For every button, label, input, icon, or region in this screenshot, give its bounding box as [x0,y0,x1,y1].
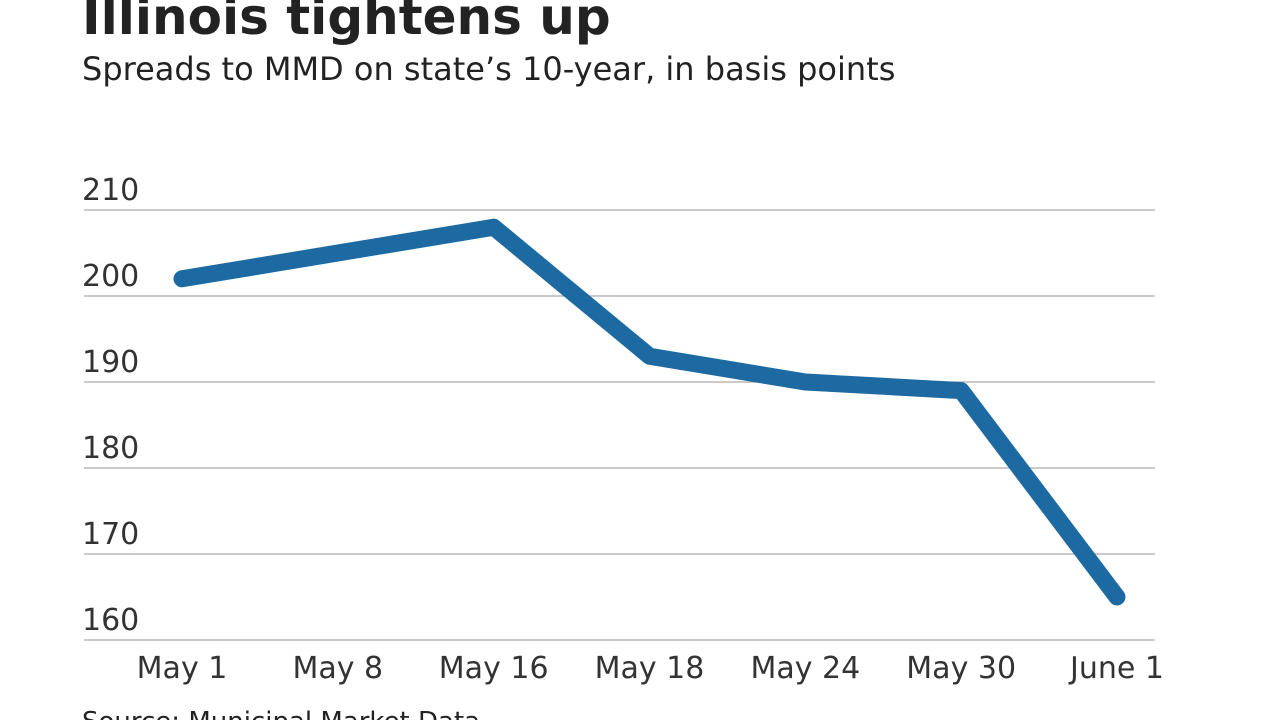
y-tick-label: 170 [82,517,139,552]
y-tick-label: 160 [82,603,139,638]
y-tick-label: 190 [82,345,139,380]
y-tick-label: 200 [82,259,139,294]
x-tick-label: May 18 [595,651,705,686]
chart-title: Illinois tightens up [82,0,611,46]
y-tick-label: 210 [82,173,139,208]
chart-subtitle: Spreads to MMD on state’s 10-year, in ba… [82,50,895,88]
y-tick-label: 180 [82,431,139,466]
x-tick-label: May 1 [137,651,228,686]
x-tick-label: May 8 [293,651,384,686]
x-tick-label: May 24 [750,651,860,686]
source-note: Source: Municipal Market Data [82,707,480,720]
x-tick-label: May 16 [439,651,549,686]
x-tick-label: June 1 [1068,651,1164,686]
x-tick-label: May 30 [906,651,1016,686]
data-line [173,218,1126,606]
